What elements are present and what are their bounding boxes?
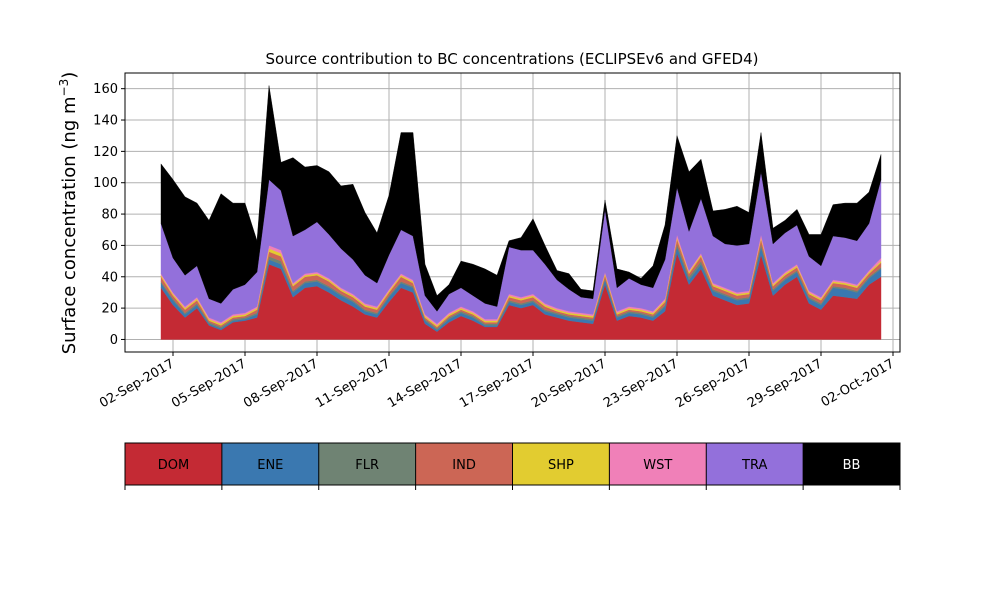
y-axis-label-close: ) — [59, 72, 80, 79]
plot-frame — [124, 72, 901, 353]
legend-swatch-flr — [318, 443, 416, 485]
legend: DOM ENE FLR IND SHP WST TRA BB — [124, 442, 901, 490]
y-tick-label: 120 — [93, 145, 118, 160]
legend-frame — [124, 442, 901, 486]
x-tick-label: 23-Sep-2017 — [601, 356, 681, 411]
x-tick-label: 08-Sep-2017 — [241, 356, 321, 411]
legend-label-ene: ENE — [257, 458, 283, 473]
y-axis-label-superscript: −3 — [57, 79, 71, 97]
x-tick-label: 17-Sep-2017 — [457, 356, 537, 411]
legend-swatch-bb — [803, 443, 900, 485]
x-tick-label: 11-Sep-2017 — [313, 356, 393, 411]
x-tick-label: 20-Sep-2017 — [529, 356, 609, 411]
series-area-bb — [160, 85, 882, 312]
y-tick-label: 60 — [101, 239, 118, 254]
legend-label-dom: DOM — [158, 458, 189, 473]
y-axis-label: Surface concentration (ng m−3) — [57, 72, 80, 355]
y-tick-label: 20 — [101, 302, 118, 317]
y-tick-label: 0 — [110, 333, 118, 348]
y-tick-label: 140 — [93, 114, 118, 129]
x-tick-label: 02-Sep-2017 — [97, 356, 177, 411]
y-axis-label-main: Surface concentration (ng m — [59, 96, 80, 354]
legend-swatch-tra — [706, 443, 804, 485]
legend-swatch-ind — [415, 443, 513, 485]
legend-label-bb: BB — [843, 458, 861, 473]
x-tick-label: 14-Sep-2017 — [385, 356, 465, 411]
legend-swatch-wst — [609, 443, 707, 485]
legend-swatch-shp — [512, 443, 610, 485]
stacked-areas — [160, 85, 882, 340]
x-tick-label: 29-Sep-2017 — [745, 356, 825, 411]
legend-label-flr: FLR — [355, 458, 379, 473]
legend-label-ind: IND — [452, 458, 476, 473]
x-tick-label: 02-Oct-2017 — [819, 356, 897, 410]
y-tick-label: 40 — [101, 270, 118, 285]
legend-label-wst: WST — [643, 458, 672, 473]
legend-label-tra: TRA — [741, 458, 767, 473]
legend-swatch-dom — [125, 443, 222, 485]
legend-label-shp: SHP — [548, 458, 574, 473]
x-tick-label: 05-Sep-2017 — [169, 356, 249, 411]
y-tick-label: 100 — [93, 176, 118, 191]
y-tick-label: 160 — [93, 82, 118, 97]
y-tick-label: 80 — [101, 208, 118, 223]
chart-title: Source contribution to BC concentrations… — [265, 50, 758, 68]
legend-swatch-ene — [221, 443, 319, 485]
x-tick-label: 26-Sep-2017 — [673, 356, 753, 411]
